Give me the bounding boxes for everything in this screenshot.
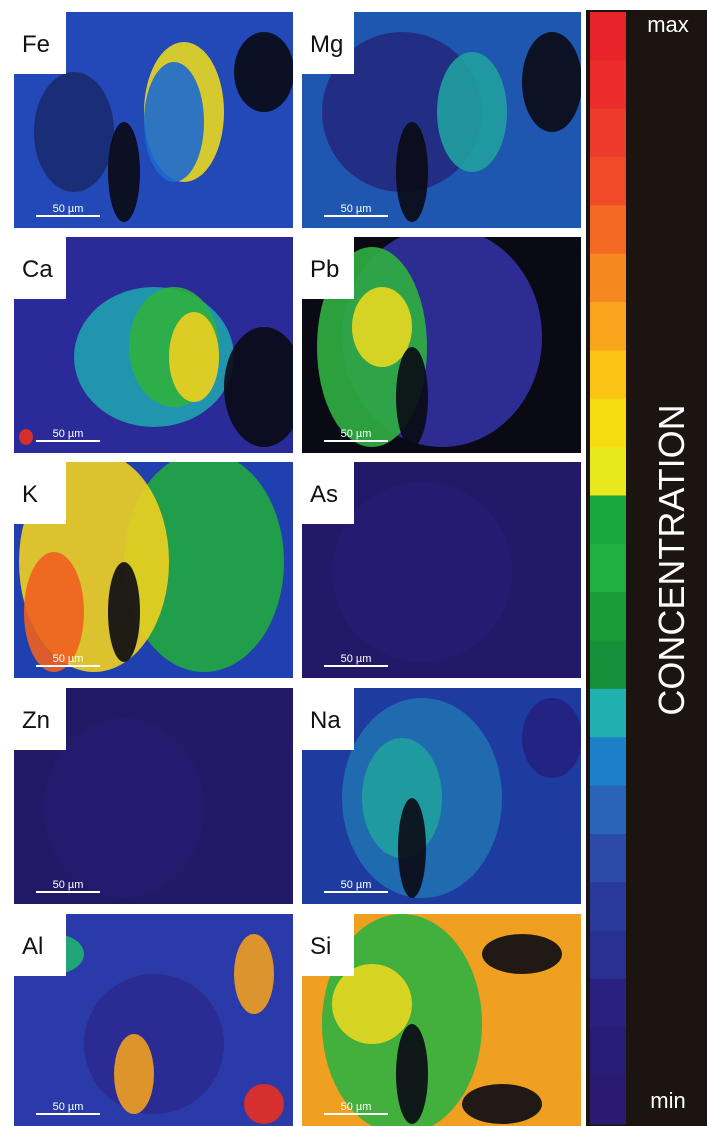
map-region [396, 122, 428, 222]
colorbar-stripe [590, 109, 626, 158]
map-region [437, 52, 507, 172]
map-region [44, 718, 204, 898]
colorbar-stripe [590, 60, 626, 109]
colorbar-title: CONCENTRATION [651, 404, 692, 715]
map-region [108, 122, 140, 222]
scale-bar-label: 50 µm [53, 1101, 84, 1113]
map-region [108, 562, 140, 662]
element-map: Na 50 µm [302, 688, 582, 904]
colorbar-stripe [590, 544, 626, 593]
element-label: Na [310, 707, 341, 734]
element-map: Ca 50 µm [14, 237, 304, 453]
colorbar-stripe [590, 12, 626, 61]
map-region [352, 287, 412, 367]
element-label: Si [310, 933, 331, 960]
scale-bar-label: 50 µm [53, 653, 84, 665]
map-region [114, 1034, 154, 1114]
element-label: K [22, 481, 38, 508]
map-region [34, 72, 114, 192]
map-region [19, 429, 33, 445]
map-region [244, 1084, 284, 1124]
map-region [332, 482, 512, 662]
scale-bar-label: 50 µm [341, 203, 372, 215]
map-region [462, 1084, 542, 1124]
scale-bar-label: 50 µm [341, 1101, 372, 1113]
element-map: As 50 µm [302, 462, 581, 678]
element-label: Zn [22, 707, 50, 734]
element-map: Si 50 µm [302, 914, 581, 1126]
map-region [522, 32, 582, 132]
element-label: Fe [22, 31, 50, 58]
element-label: Ca [22, 256, 53, 283]
scale-bar-label: 50 µm [53, 428, 84, 440]
element-map: Pb 50 µm [302, 227, 581, 453]
colorbar-stripes [590, 12, 626, 1125]
map-region [234, 934, 274, 1014]
colorbar-stripe [590, 689, 626, 738]
colorbar-stripe [590, 302, 626, 351]
element-label: As [310, 481, 338, 508]
figure: max min CONCENTRATION Fe 50 µm Mg 50 µm Ca 50… [0, 0, 707, 1126]
element-label: Pb [310, 256, 339, 283]
colorbar-stripe [590, 592, 626, 641]
colorbar-stripe [590, 254, 626, 303]
colorbar-stripe [590, 979, 626, 1028]
scale-bar-label: 50 µm [341, 653, 372, 665]
map-region [84, 974, 224, 1114]
element-map: K 50 µm [14, 452, 293, 678]
colorbar-stripe [590, 737, 626, 786]
colorbar-min: min [650, 1088, 685, 1113]
scale-bar-label: 50 µm [53, 879, 84, 891]
colorbar-stripe [590, 641, 626, 690]
map-region [169, 312, 219, 402]
colorbar-stripe [590, 205, 626, 254]
map-region [396, 1024, 428, 1124]
scale-bar-label: 50 µm [53, 203, 84, 215]
colorbar-stripe [590, 931, 626, 980]
map-region [144, 62, 204, 182]
colorbar-stripe [590, 447, 626, 496]
map-region [396, 347, 428, 447]
element-map: Zn 50 µm [14, 688, 293, 904]
map-region [234, 32, 294, 112]
element-map: Al 50 µm [14, 914, 293, 1126]
colorbar-stripe [590, 882, 626, 931]
map-region [398, 798, 426, 898]
scale-bar-label: 50 µm [341, 428, 372, 440]
colorbar-stripe [590, 1076, 626, 1125]
map-region [522, 698, 582, 778]
element-map: Mg 50 µm [302, 12, 582, 228]
colorbar-stripe [590, 399, 626, 448]
colorbar-stripe [590, 1027, 626, 1076]
colorbar-stripe [590, 350, 626, 399]
map-region [482, 934, 562, 974]
element-map: Fe 50 µm [14, 12, 294, 228]
colorbar-stripe [590, 786, 626, 835]
element-label: Mg [310, 31, 343, 58]
map-region [224, 327, 304, 447]
colorbar-stripe [590, 834, 626, 883]
scale-bar-label: 50 µm [341, 879, 372, 891]
colorbar-stripe [590, 495, 626, 544]
colorbar-stripe [590, 157, 626, 206]
element-label: Al [22, 933, 43, 960]
colorbar-max: max [647, 12, 689, 37]
